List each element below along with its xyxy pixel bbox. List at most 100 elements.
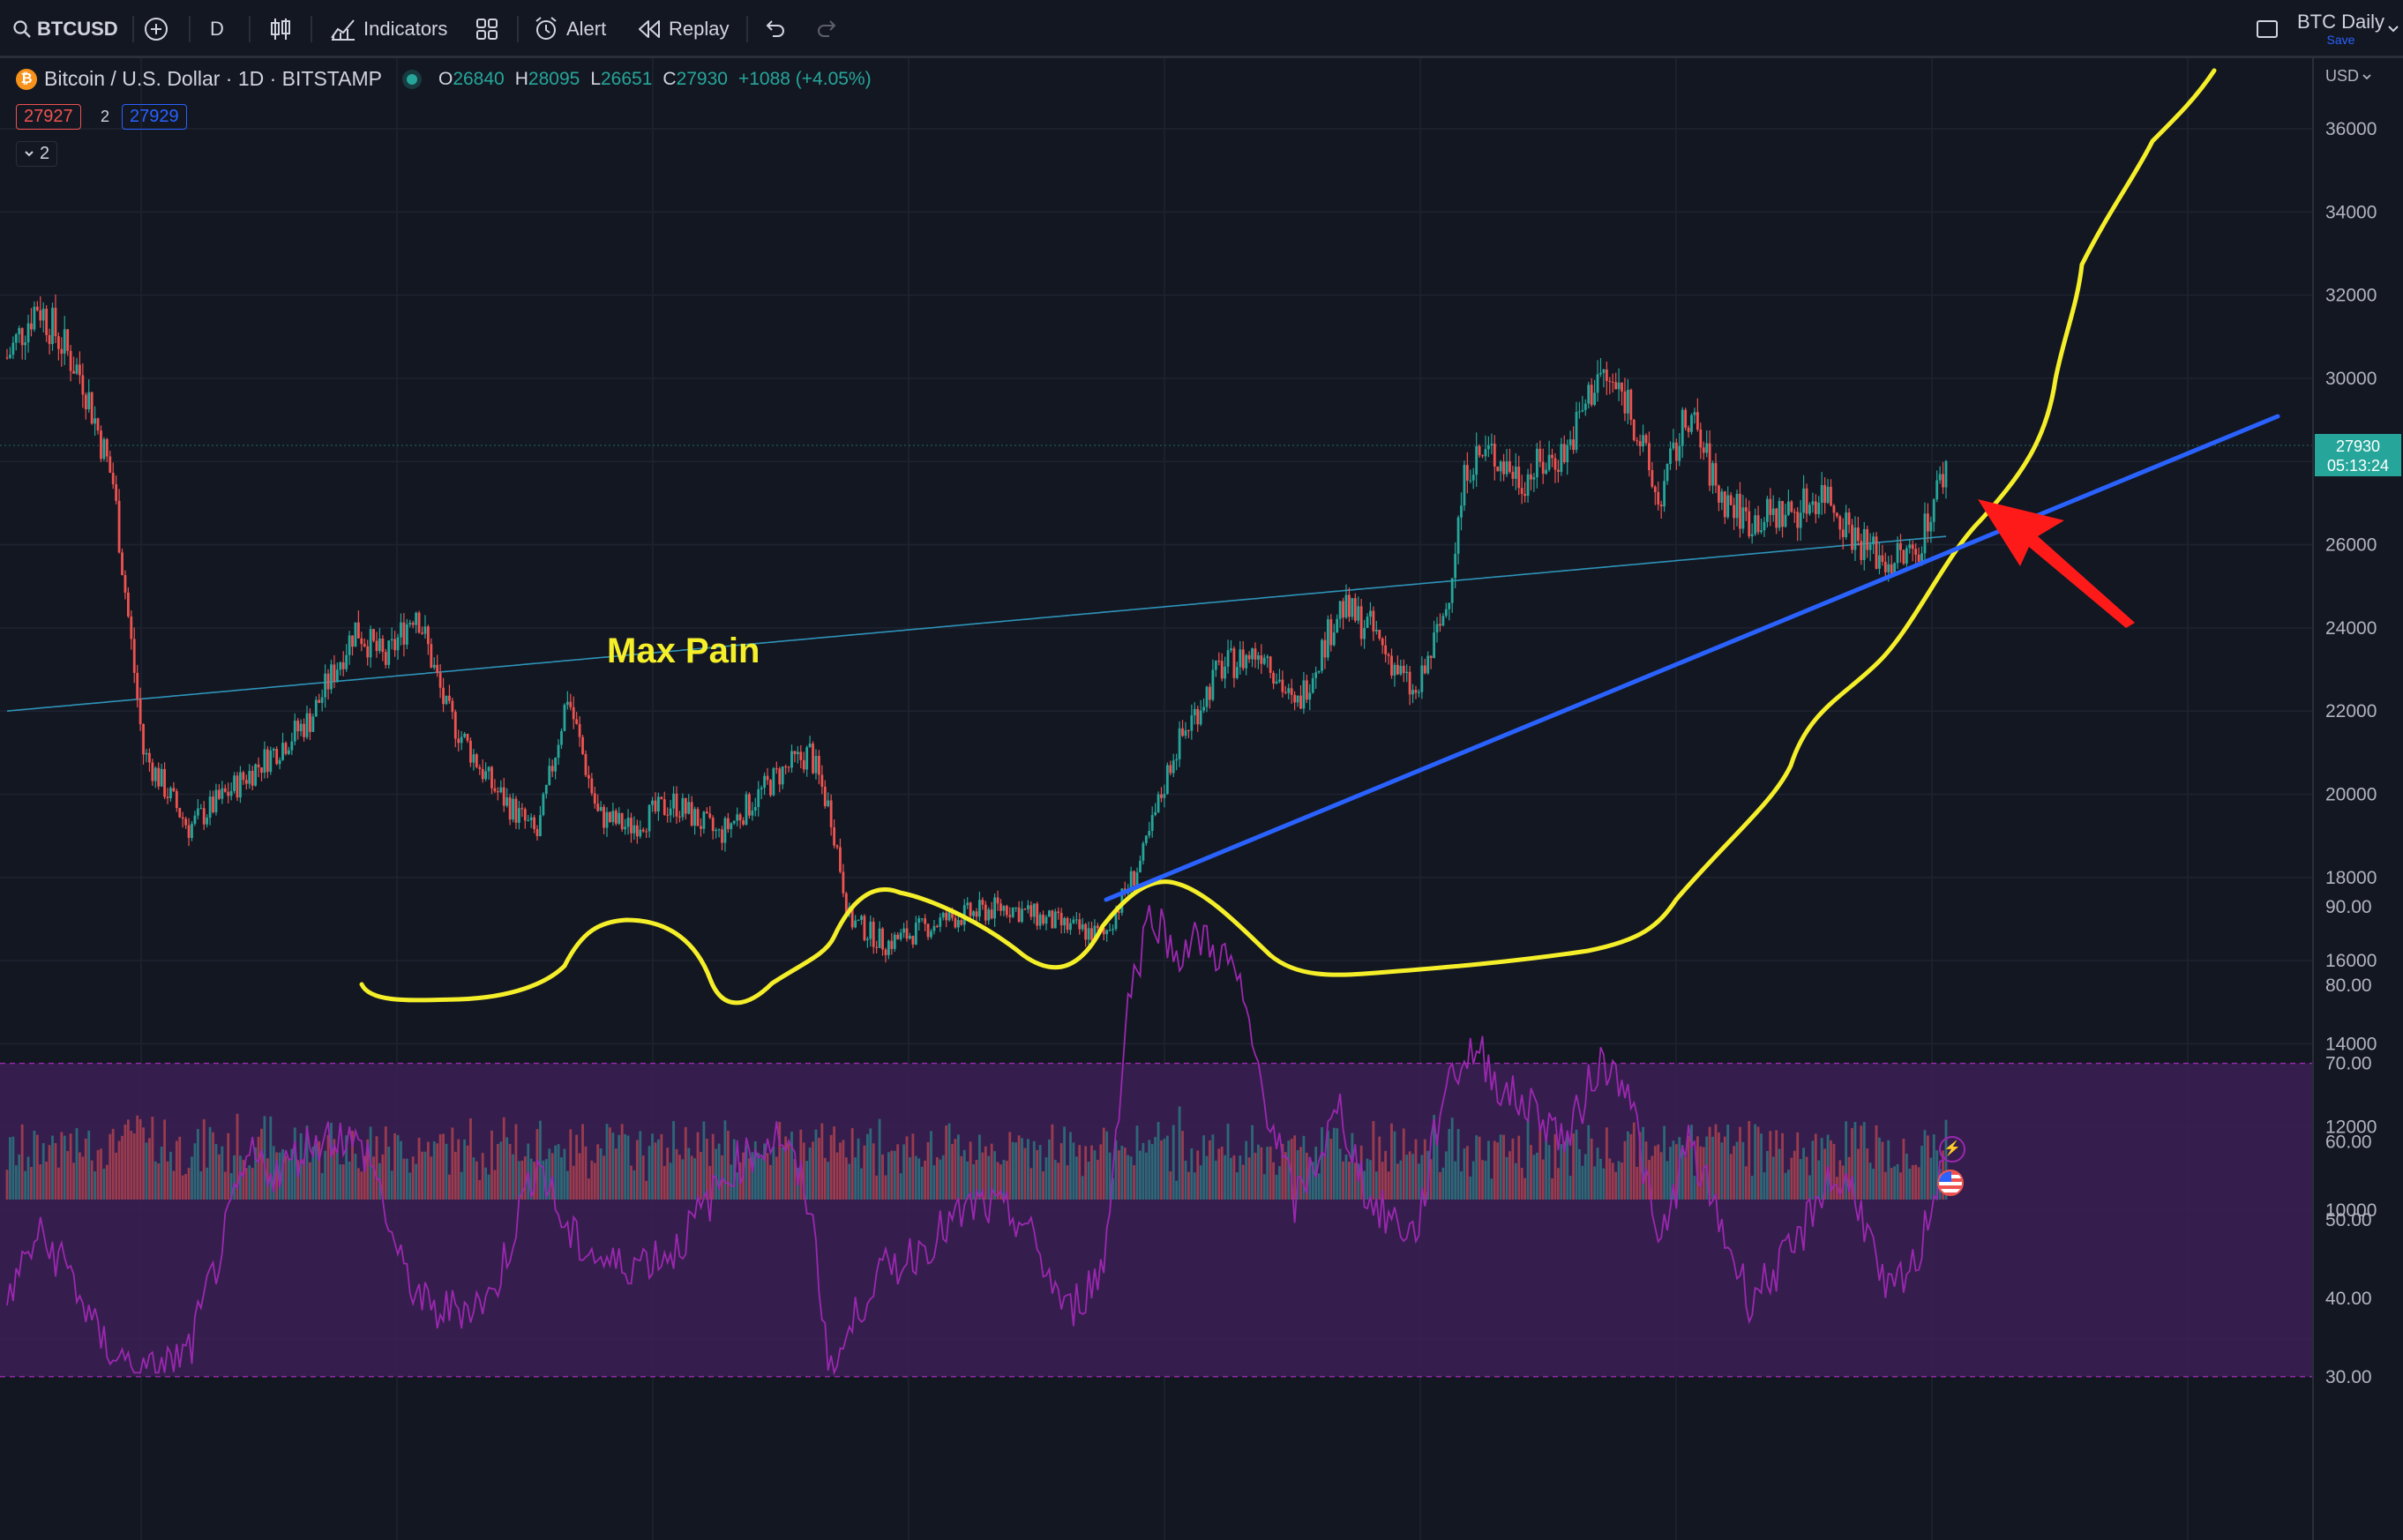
volume-bar — [1133, 1165, 1135, 1200]
collapse-indicators-button[interactable]: 2 — [16, 141, 58, 167]
volume-bar — [166, 1161, 169, 1200]
candle-body — [1381, 638, 1384, 646]
candle-body — [863, 916, 866, 940]
candle-body — [947, 910, 951, 921]
volume-bar — [1739, 1126, 1741, 1200]
high-value: 28095 — [528, 68, 580, 89]
candle-body — [1069, 923, 1072, 931]
candle-body — [1678, 445, 1681, 461]
candle-body — [844, 893, 848, 915]
alert-label: Alert — [566, 18, 607, 40]
candle-body — [1872, 536, 1875, 545]
volume-bar — [1308, 1156, 1312, 1200]
symbol-legend[interactable]: ₿ Bitcoin / U.S. Dollar · 1D · BITSTAMP … — [16, 67, 872, 91]
layout-name-button[interactable]: BTC Daily Save — [2297, 0, 2384, 58]
chart-type-button[interactable] — [268, 0, 293, 58]
symbol-search-button[interactable]: BTCUSD — [12, 0, 118, 58]
buy-price-button[interactable]: 27929 — [122, 104, 187, 130]
volume-bar — [324, 1150, 327, 1200]
candle-body — [1896, 542, 1899, 564]
volume-bar — [178, 1136, 182, 1200]
volume-bar — [1617, 1161, 1621, 1200]
volume-bar — [947, 1123, 951, 1200]
sell-price-button[interactable]: 27927 — [16, 104, 81, 130]
volume-bar — [18, 1154, 21, 1200]
volume-bar — [206, 1167, 209, 1200]
volume-bar — [766, 1153, 769, 1200]
candle-body — [1744, 507, 1748, 512]
candle-body — [1135, 872, 1139, 886]
volume-bar — [487, 1174, 490, 1200]
volume-bar — [1523, 1177, 1527, 1200]
volume-bar — [869, 1128, 872, 1200]
volume-bar — [333, 1139, 336, 1200]
volume-bar — [802, 1142, 805, 1200]
candle-body — [1081, 923, 1084, 930]
candle-body — [1357, 606, 1360, 621]
interval-button[interactable]: D — [210, 0, 224, 58]
candle-body — [1541, 461, 1545, 475]
candle-body — [523, 809, 527, 821]
layout-checkbox[interactable] — [2255, 0, 2279, 58]
candle-body — [1687, 427, 1690, 432]
volume-bar — [151, 1117, 154, 1200]
volume-bar — [678, 1155, 681, 1200]
undo-button[interactable] — [764, 0, 787, 58]
volume-bar — [711, 1133, 715, 1200]
volume-bar — [484, 1167, 488, 1200]
candle-body — [408, 623, 412, 624]
volume-bar — [502, 1117, 505, 1200]
candle-body — [1750, 534, 1754, 537]
candle-body — [1418, 692, 1420, 693]
candle-body — [990, 909, 993, 919]
volume-bar — [1450, 1118, 1454, 1200]
volume-bar — [660, 1133, 663, 1200]
candle-body — [818, 756, 820, 775]
candle-body — [1278, 679, 1281, 682]
candle-body — [578, 723, 581, 737]
candle-body — [1074, 919, 1078, 921]
volume-bar — [1493, 1140, 1496, 1200]
volume-bar — [848, 1163, 851, 1200]
volume-bar — [41, 1143, 45, 1200]
max-pain-annotation[interactable]: Max Pain — [607, 632, 760, 670]
candle-body — [1578, 411, 1581, 413]
volume-bar — [1796, 1132, 1800, 1200]
economic-events-marker[interactable] — [1937, 1170, 1976, 1196]
candle-body — [1072, 919, 1075, 923]
candle-body — [1711, 463, 1714, 486]
volume-bar — [1629, 1133, 1633, 1200]
chart-canvas[interactable]: 3600034000320003000028000260002400022000… — [0, 58, 2403, 1540]
lightning-event-marker[interactable]: ⚡ — [1939, 1136, 1965, 1162]
toolbar-divider — [132, 16, 134, 42]
volume-bar — [1748, 1121, 1751, 1200]
volume-bar — [1605, 1127, 1608, 1200]
candle-body — [94, 418, 96, 424]
low-value: 26651 — [601, 68, 653, 89]
candle-body — [372, 629, 375, 641]
volume-bar — [726, 1131, 730, 1200]
indicator-templates-button[interactable] — [475, 0, 499, 58]
currency-selector[interactable]: USD — [2325, 67, 2371, 86]
candle-body — [893, 934, 896, 949]
layout-menu-button[interactable] — [2387, 0, 2399, 58]
candle-body — [451, 700, 454, 713]
candle-body — [218, 789, 221, 799]
redo-button[interactable] — [815, 0, 838, 58]
candle-body — [266, 749, 269, 773]
price-tick-label: 34000 — [2325, 202, 2377, 222]
replay-button[interactable]: Replay — [637, 0, 729, 58]
volume-bar — [1114, 1140, 1118, 1200]
candle-body — [366, 646, 370, 658]
rsi-tick-label: 30.00 — [2325, 1367, 2372, 1387]
candle-body — [1560, 444, 1563, 473]
compare-symbol-button[interactable] — [143, 0, 169, 58]
chart-area[interactable]: 3600034000320003000028000260002400022000… — [0, 58, 2403, 1540]
alert-button[interactable]: Alert — [533, 0, 606, 58]
candle-body — [1617, 382, 1621, 390]
candle-body — [111, 473, 115, 485]
candle-body — [1302, 680, 1306, 709]
volume-bar — [341, 1164, 345, 1200]
indicators-button[interactable]: Indicators — [330, 0, 447, 58]
candle-body — [1496, 466, 1500, 472]
